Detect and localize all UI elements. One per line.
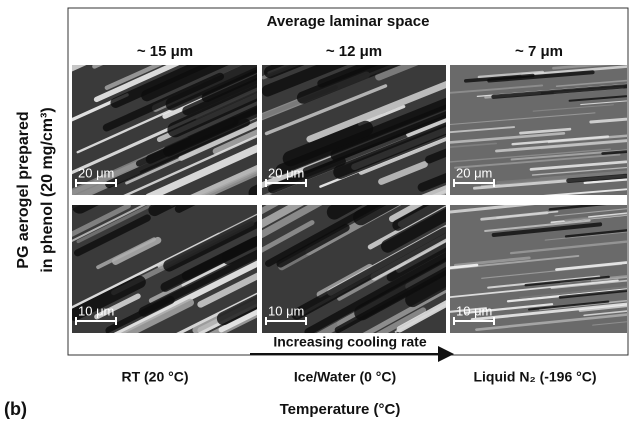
sem-streak bbox=[525, 394, 634, 410]
header: Average laminar space bbox=[267, 13, 430, 30]
scale-bar-label: 20 μm bbox=[268, 165, 304, 180]
scale-bar-label: 10 μm bbox=[456, 303, 492, 318]
column-label: ~ 15 μm bbox=[137, 43, 193, 60]
condition-label: Ice/Water (0 °C) bbox=[294, 369, 396, 385]
x-label: Temperature (°C) bbox=[280, 401, 401, 418]
arrow-label: Increasing cooling rate bbox=[273, 334, 426, 350]
sem-streak bbox=[440, 358, 521, 366]
sem-streak bbox=[124, 343, 174, 368]
condition-label: RT (20 °C) bbox=[121, 369, 188, 385]
sem-streak bbox=[545, 385, 634, 405]
scale-bar-label: 10 μm bbox=[78, 303, 114, 318]
panel-label: (b) bbox=[4, 399, 27, 419]
sem-streak bbox=[559, 336, 609, 341]
y-label: PG aerogel prepared bbox=[15, 111, 32, 268]
sem-streak bbox=[581, 359, 634, 367]
sem-streak bbox=[581, 362, 634, 369]
column-label: ~ 7 μm bbox=[515, 43, 563, 60]
column-label: ~ 12 μm bbox=[326, 43, 382, 60]
y-label: in phenol (20 mg/cm³) bbox=[39, 107, 56, 272]
scale-bar-label: 10 μm bbox=[268, 303, 304, 318]
sem-streak bbox=[543, 342, 634, 362]
sem-streak bbox=[577, 200, 634, 206]
sem-streak bbox=[85, 0, 248, 25]
sem-streak bbox=[234, 29, 291, 52]
sem-streak bbox=[496, 193, 634, 207]
scale-bar-label: 20 μm bbox=[456, 165, 492, 180]
sem-streak bbox=[438, 339, 634, 362]
scale-bar-label: 20 μm bbox=[78, 165, 114, 180]
sem-panels: 20 μm 20 μm 20 μm 10 μm 10 μm 10 μm bbox=[43, 0, 634, 411]
sem-streak bbox=[529, 402, 592, 408]
sem-streak bbox=[591, 358, 634, 366]
sem-streak bbox=[399, 370, 443, 394]
sem-streak bbox=[504, 60, 555, 64]
condition-label: Liquid N₂ (-196 °C) bbox=[473, 369, 596, 385]
figure: Average laminar space ~ 15 μm ~ 12 μm ~ … bbox=[0, 0, 634, 423]
sem-streak bbox=[577, 362, 634, 368]
sem-streak bbox=[499, 404, 577, 412]
sem-streak bbox=[574, 9, 634, 26]
sem-streak bbox=[466, 401, 546, 409]
